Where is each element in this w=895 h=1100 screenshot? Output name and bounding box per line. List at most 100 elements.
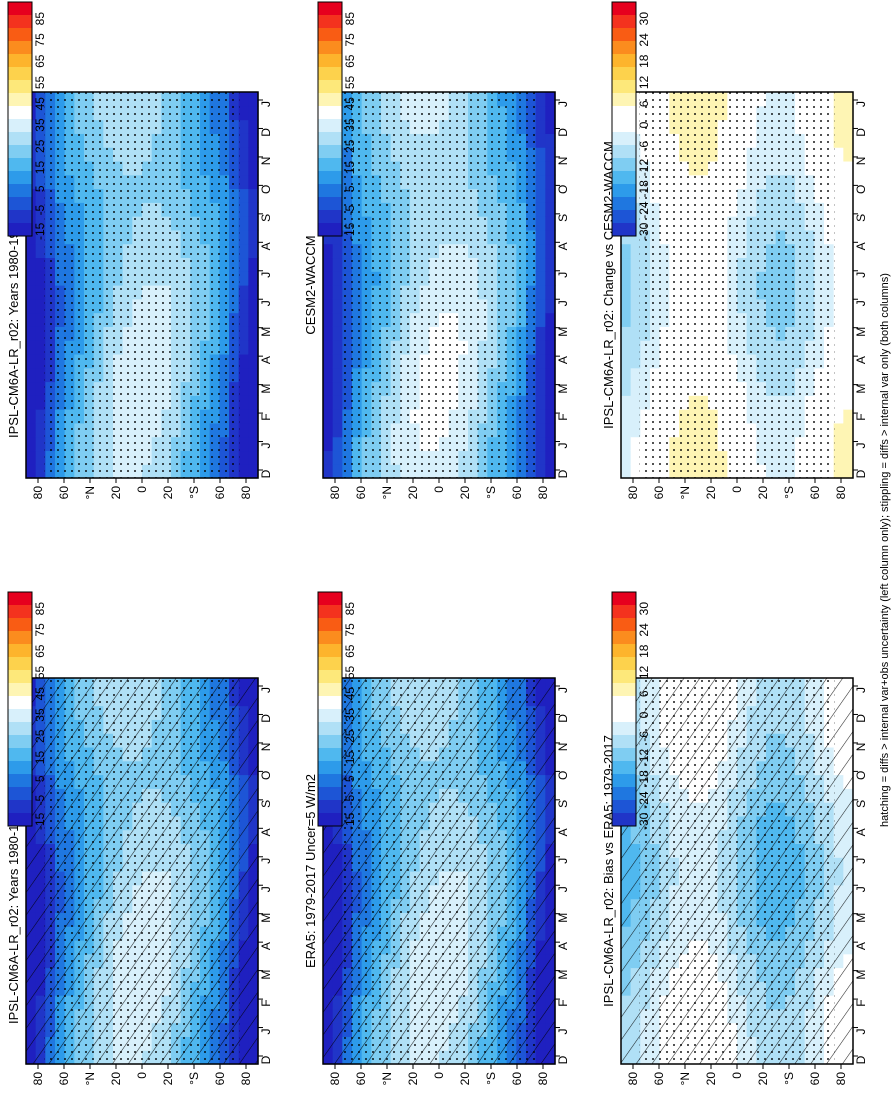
month-tick-label: A: [259, 942, 273, 950]
heatmap-cell: [238, 353, 249, 369]
lat-tick-label: 60: [354, 1072, 368, 1086]
colorbar-swatch: [612, 670, 636, 684]
heatmap-cell: [248, 464, 259, 479]
lat-tick-label: 20: [161, 486, 175, 500]
heatmap-cell: [621, 409, 632, 424]
month-tick-label: A: [259, 356, 273, 364]
lat-tick-label: 0: [135, 1072, 149, 1079]
colorbar-label: 85: [33, 602, 47, 616]
heatmap-cell: [545, 92, 556, 107]
lat-tick-label: 80: [239, 1072, 253, 1086]
heatmap-cell: [35, 285, 46, 300]
heatmap-cell: [621, 285, 632, 300]
month-tick-label: O: [854, 771, 868, 780]
colorbar-swatch: [8, 15, 32, 29]
heatmap-cell: [35, 422, 46, 438]
colorbar-swatch: [8, 735, 32, 749]
colorbar-label: 65: [33, 54, 47, 68]
heatmap-cell: [238, 395, 249, 410]
month-tick-label: F: [556, 999, 570, 1006]
heatmap-cell: [332, 464, 343, 479]
heatmap-cell: [833, 92, 844, 107]
colorbar-label: -30: [637, 812, 651, 830]
heatmap-cell: [843, 202, 854, 217]
heatmap-cell: [323, 381, 334, 396]
heatmap-cell: [535, 450, 546, 465]
lat-tick-label: 20: [109, 1072, 123, 1086]
colorbar-swatch: [318, 657, 342, 671]
colorbar-label: 0: [637, 711, 651, 718]
colorbar-label: 45: [343, 97, 357, 111]
heatmap-cell: [621, 395, 632, 410]
colorbar-swatch: [318, 605, 342, 619]
heatmap-cell: [35, 119, 46, 134]
lat-tick-label: 60: [57, 486, 71, 500]
colorbar-swatch: [318, 800, 342, 814]
lat-tick-label: °N: [83, 486, 97, 499]
colorbar-swatch: [612, 184, 636, 198]
heatmap-cell: [26, 229, 37, 245]
heatmap-cell: [35, 92, 46, 107]
heatmap-cell: [630, 243, 641, 259]
colorbar-swatch: [8, 67, 32, 81]
heatmap-cell: [545, 160, 556, 176]
colorbar: 85 75 65 55 45 35 25 15 5 -5 -15: [7, 1, 47, 240]
panel-1: 80 60 °N 20 0 20 °S 60 80DJFMAMJJASONDJIPSL-CM6A…: [6, 591, 273, 1086]
heatmap-cell: [535, 174, 546, 190]
month-tick-label: M: [259, 384, 273, 394]
month-tick-label: M: [556, 384, 570, 394]
month-tick-label: A: [259, 242, 273, 250]
heatmap-cell: [545, 216, 556, 231]
colorbar-swatch: [8, 670, 32, 684]
heatmap-cell: [332, 326, 343, 341]
month-tick-label: J: [854, 886, 868, 892]
month-tick-label: F: [259, 413, 273, 420]
colorbar: 30 24 18 12 6 0 -6 -12 -18 -24 -30: [611, 1, 651, 240]
heatmap-cell: [26, 450, 37, 465]
colorbar-label: 6: [637, 690, 651, 697]
heatmap-cell: [843, 257, 854, 272]
colorbar-swatch: [612, 223, 636, 237]
heatmap-cell: [545, 188, 556, 203]
colorbar-label: 45: [33, 97, 47, 111]
colorbar-swatch: [318, 15, 342, 29]
colorbar: 85 75 65 55 45 35 25 15 5 -5 -15: [317, 591, 357, 830]
colorbar-swatch: [612, 119, 636, 133]
heatmap-cell: [332, 395, 343, 410]
month-tick-label: F: [854, 999, 868, 1006]
heatmap-cell: [238, 243, 249, 259]
colorbar-swatch: [318, 132, 342, 146]
heatmap-cell: [843, 312, 854, 327]
heatmap-cell: [248, 422, 259, 438]
heatmap-cell: [545, 409, 556, 424]
month-tick-label: D: [259, 714, 273, 723]
heatmap-cell: [833, 395, 844, 410]
heatmap-cell: [843, 133, 854, 148]
heatmap-cell: [248, 243, 259, 259]
colorbar-swatch: [612, 158, 636, 172]
lat-tick-label: 60: [510, 1072, 524, 1086]
heatmap-cell: [323, 243, 334, 259]
lat-tick-label: °S: [484, 486, 498, 499]
heatmap-cell: [35, 381, 46, 396]
heatmap-cell: [35, 105, 46, 121]
heatmap-cell: [238, 133, 249, 148]
heatmap-cell: [248, 133, 259, 148]
lat-tick-label: 20: [756, 486, 770, 500]
colorbar-swatch: [318, 210, 342, 224]
colorbar-swatch: [612, 132, 636, 146]
colorbar-swatch: [8, 696, 32, 710]
heatmap-cell: [545, 174, 556, 190]
heatmap-cell: [248, 367, 259, 383]
heatmap-cell: [630, 326, 641, 341]
heatmap-cell: [843, 353, 854, 369]
heatmap-cell: [238, 174, 249, 190]
heatmap-cell: [332, 340, 343, 355]
heatmap-cell: [621, 326, 632, 341]
lat-tick-label: °N: [380, 486, 394, 499]
heatmap-cell: [535, 340, 546, 355]
month-tick-label: J: [556, 272, 570, 278]
colorbar-swatch: [318, 748, 342, 762]
heatmap-cell: [26, 395, 37, 410]
panel-title: ERA5: 1979-2017 Uncer=5 W/m2: [303, 774, 318, 968]
